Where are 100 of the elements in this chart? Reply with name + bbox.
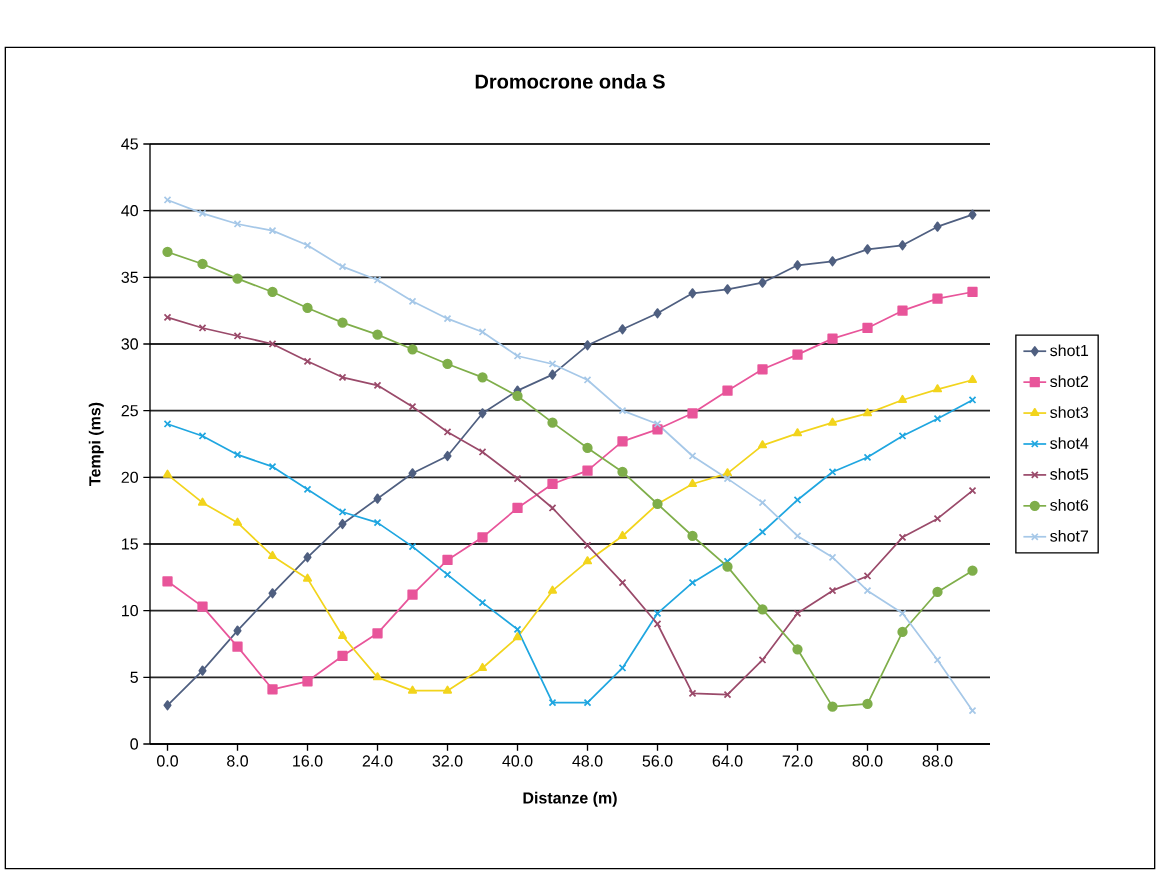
chart-title: Dromocrone onda S (475, 73, 665, 89)
point (337, 630, 348, 639)
x-tick-label: 80.0 (852, 755, 883, 767)
point (232, 273, 243, 284)
point (583, 541, 592, 550)
point (618, 324, 627, 335)
x-tick-label: 88.0 (922, 755, 953, 767)
point (687, 530, 698, 542)
y-tick-label: 15 (122, 538, 138, 550)
point (512, 502, 523, 514)
point (408, 542, 417, 551)
point (477, 662, 488, 671)
point (827, 417, 838, 426)
point (687, 478, 698, 487)
point (303, 552, 312, 563)
point (722, 468, 733, 477)
point (582, 465, 593, 476)
point (477, 532, 488, 543)
point (933, 414, 942, 423)
y-tick-label: 30 (121, 338, 139, 350)
point (197, 258, 208, 270)
point (478, 598, 487, 607)
point (828, 256, 837, 267)
point (967, 374, 978, 383)
y-tick-label: 10 (122, 604, 139, 617)
point (932, 293, 943, 304)
legend-label: shot3 (1050, 406, 1089, 418)
point (968, 209, 977, 220)
point (267, 550, 278, 559)
point (793, 260, 802, 271)
point (828, 553, 837, 562)
point (653, 609, 662, 618)
point (443, 450, 452, 462)
y-tick-label: 5 (130, 671, 138, 683)
point (303, 357, 312, 366)
point (372, 329, 383, 340)
point (407, 685, 418, 694)
y-tick-label: 40 (121, 205, 139, 217)
point (163, 313, 172, 322)
legend-label: shot7 (1050, 529, 1089, 542)
point (232, 517, 243, 526)
point (407, 589, 418, 600)
point (337, 317, 348, 328)
point (442, 554, 453, 566)
point (513, 625, 522, 634)
point (268, 588, 277, 599)
point (898, 533, 907, 542)
point (197, 497, 208, 506)
point (758, 498, 767, 507)
point (372, 672, 383, 681)
point (688, 578, 697, 587)
x-tick-label: 40.0 (502, 755, 533, 767)
point (652, 424, 663, 435)
point (338, 373, 347, 382)
point (337, 650, 348, 662)
point (162, 246, 173, 258)
x-tick-label: 56.0 (642, 755, 673, 767)
point (828, 586, 837, 595)
point (583, 698, 592, 707)
point (548, 698, 557, 707)
point (897, 305, 908, 316)
point (827, 701, 838, 712)
point (408, 468, 417, 479)
point (862, 698, 873, 710)
point (688, 689, 697, 698)
point (477, 372, 488, 383)
point (478, 408, 487, 419)
point (197, 601, 208, 612)
legend-label: shot5 (1050, 468, 1089, 480)
x-tick-label: 72.0 (782, 755, 813, 767)
legend-label: shot1 (1050, 344, 1089, 357)
point (267, 684, 278, 695)
point (443, 314, 452, 323)
point (967, 565, 978, 576)
point (757, 604, 768, 615)
y-tick-label: 0 (130, 738, 139, 750)
point (618, 578, 627, 587)
point (233, 450, 242, 459)
point (792, 349, 803, 360)
point (407, 344, 418, 355)
y-tick-label: 35 (121, 271, 138, 283)
point (582, 556, 593, 565)
x-tick-label: 48.0 (572, 755, 603, 767)
point (583, 340, 592, 351)
x-axis-title: Distanze (m) (523, 791, 617, 807)
point (373, 518, 382, 527)
point (863, 244, 872, 255)
point (897, 626, 908, 638)
point (163, 700, 172, 711)
point (302, 676, 313, 687)
point (268, 226, 277, 235)
point (862, 408, 873, 417)
point (162, 576, 173, 587)
point (548, 369, 557, 380)
point (198, 209, 207, 218)
point (898, 609, 907, 618)
point (547, 417, 558, 428)
point (933, 221, 942, 232)
point (757, 440, 768, 449)
point (303, 241, 312, 250)
